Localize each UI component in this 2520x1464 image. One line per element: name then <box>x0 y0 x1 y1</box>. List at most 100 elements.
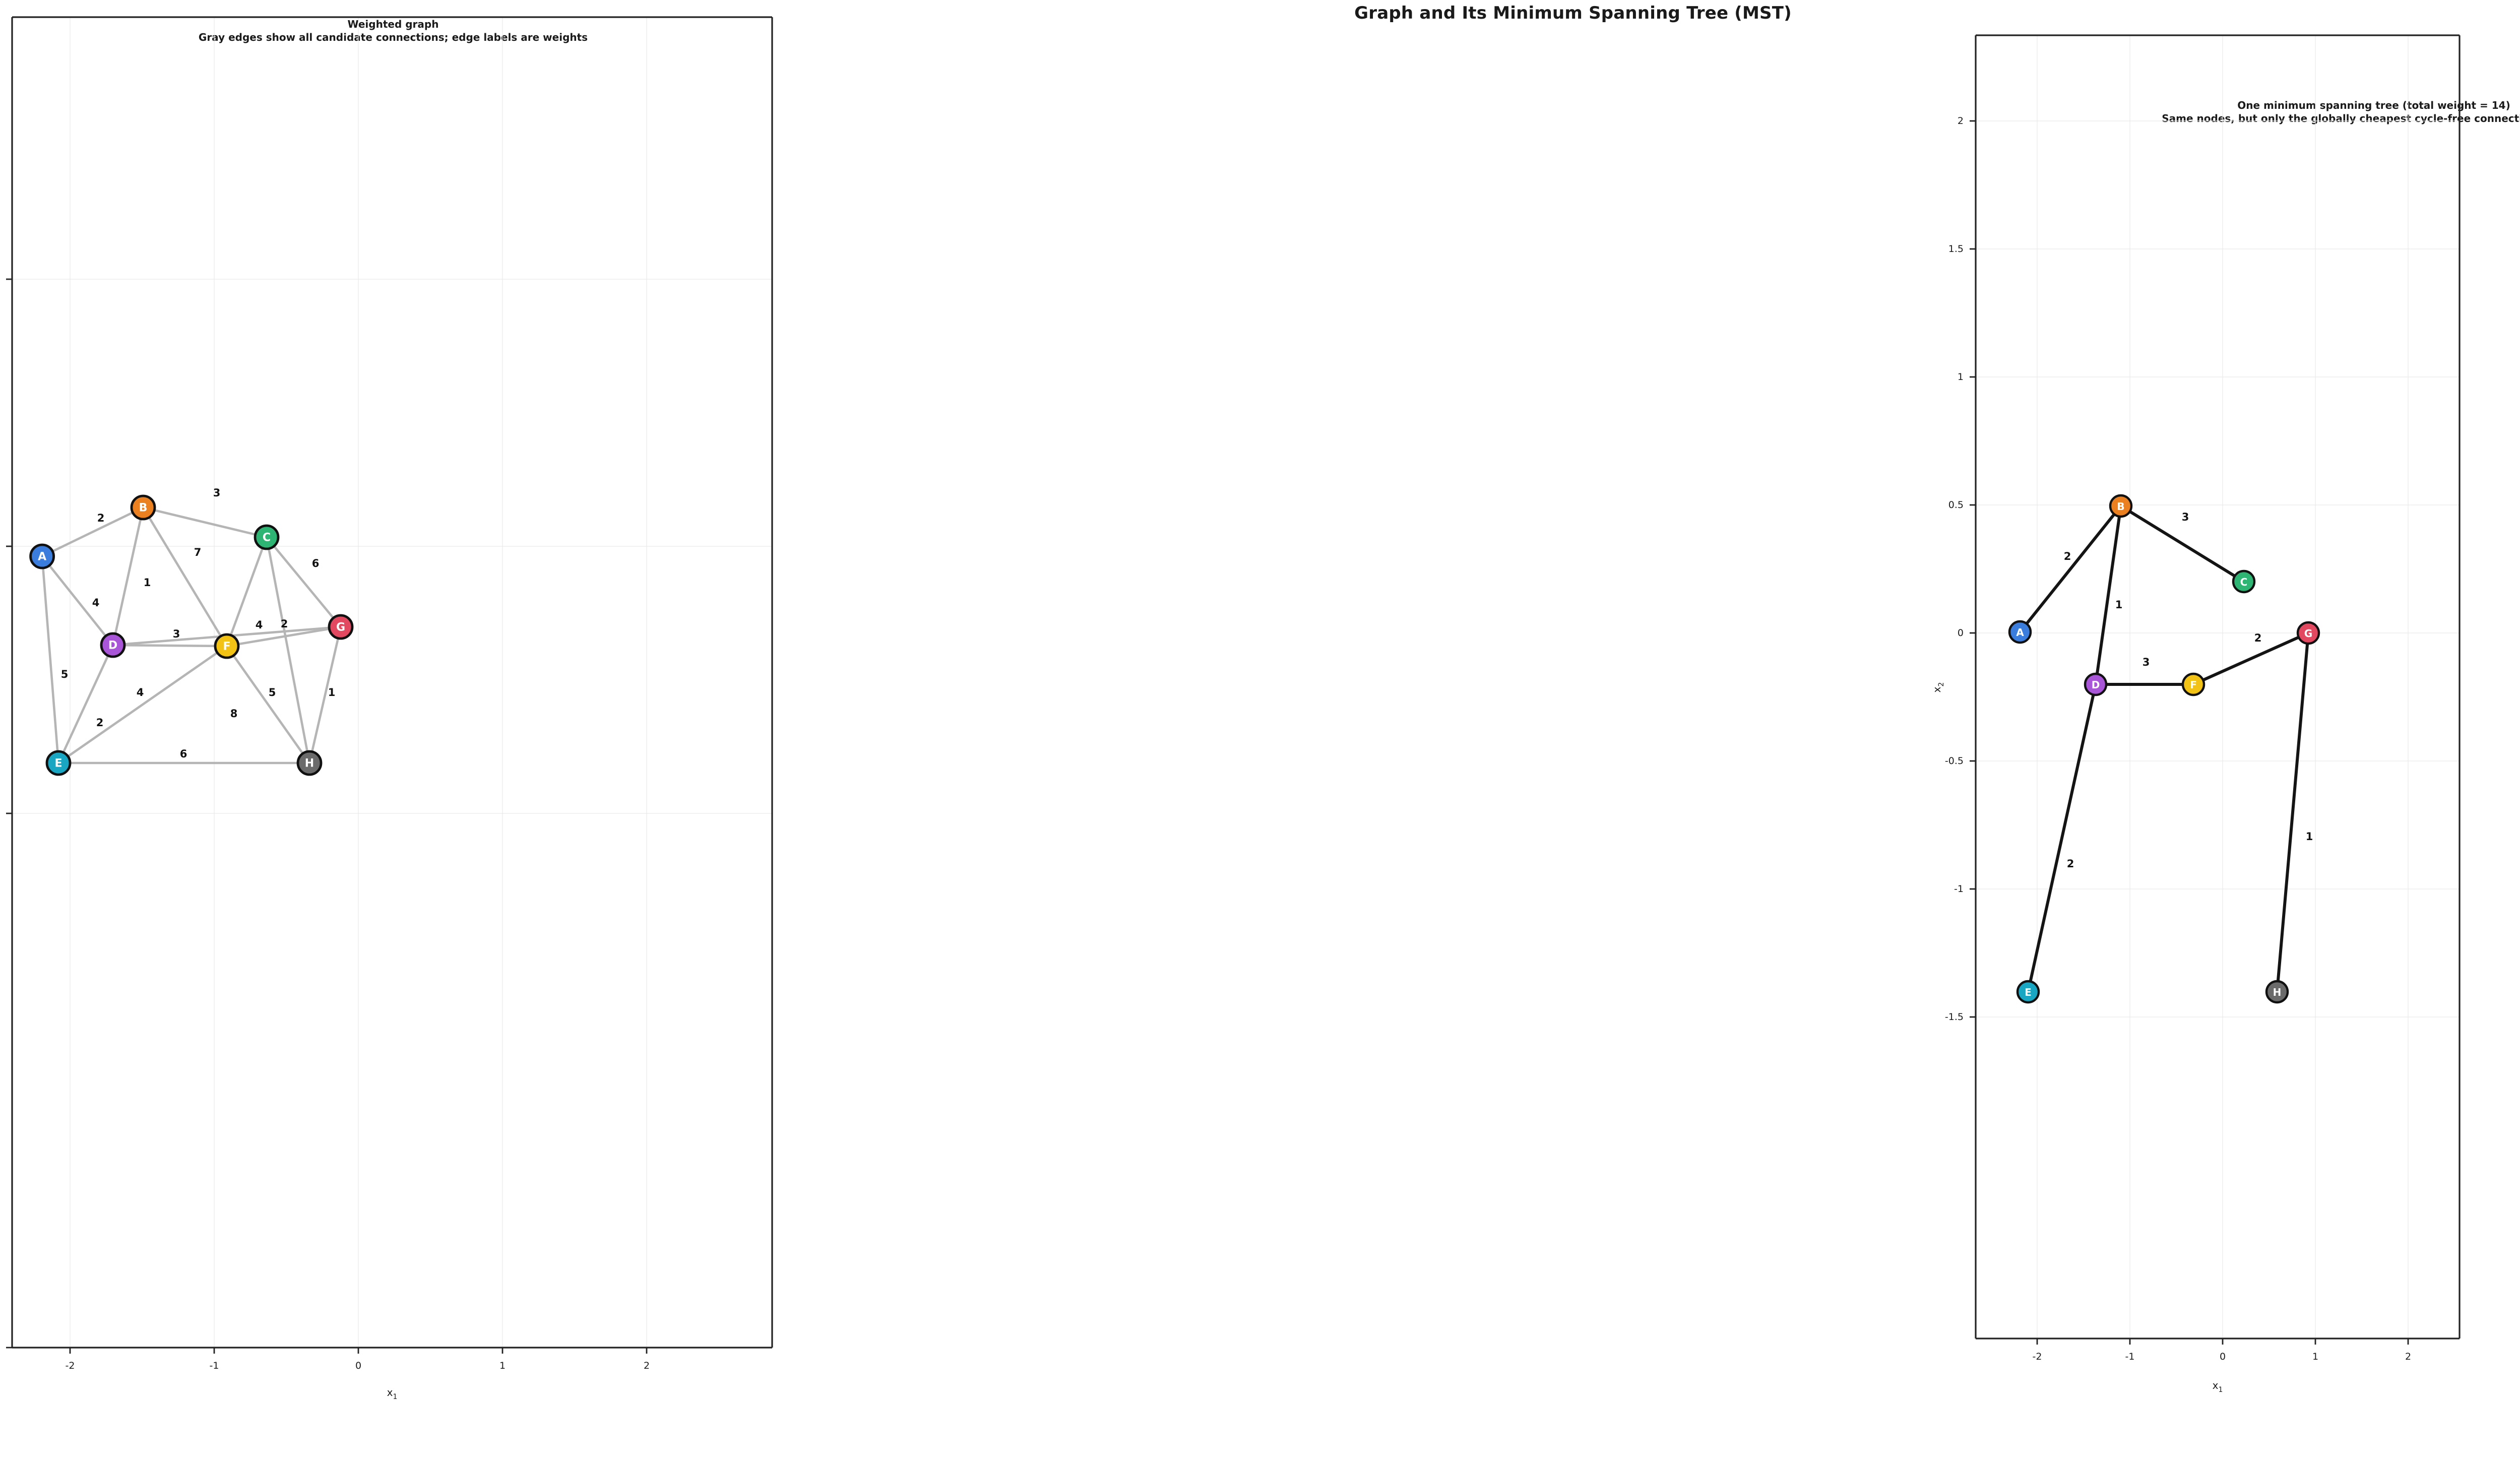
node-B[interactable]: B <box>130 494 156 521</box>
edge-B-F <box>142 506 228 648</box>
weight-A-B: 2 <box>97 512 105 524</box>
weight-D-F: 3 <box>173 628 180 640</box>
edge-F-H <box>225 645 311 765</box>
mst-node-D-label: D <box>2092 679 2100 691</box>
mst-edge-B-D <box>2094 504 2122 686</box>
edge-F-G <box>225 625 342 648</box>
edge-B-D <box>111 506 145 647</box>
node-E[interactable]: E <box>45 750 72 776</box>
right-panel-title-line1: One minimum spanning tree (total weight … <box>2237 99 2510 111</box>
right-xtick-label: -1 <box>2125 1351 2135 1362</box>
node-G[interactable]: G <box>328 614 354 640</box>
mst-node-G[interactable]: G <box>2296 621 2320 645</box>
left-xaxis-label: x1 <box>387 1386 398 1401</box>
left-graph-edges <box>41 506 342 765</box>
mst-edge-B-C <box>2119 504 2245 583</box>
mst-weight-D-F: 3 <box>2143 656 2150 668</box>
weight-E-H: 6 <box>180 748 187 760</box>
left-graph-nodes: A B C D E <box>29 494 354 776</box>
node-C[interactable]: C <box>254 524 280 550</box>
right-xaxis-label: x1 <box>2213 1379 2223 1394</box>
left-panel-title: Weighted graph Gray edges show all candi… <box>0 18 786 44</box>
weight-D-G: 2 <box>281 618 288 630</box>
panel-minimum-spanning-tree: One minimum spanning tree (total weight … <box>1562 0 2520 1464</box>
edge-A-E <box>41 555 60 765</box>
left-y-ticks: -2 0 1 2 <box>6 278 12 1349</box>
weight-F-H: 5 <box>269 686 276 698</box>
panel-weighted-graph: Weighted graph Gray edges show all candi… <box>0 16 786 1401</box>
left-weight-labels: 2 4 5 3 1 7 4 6 8 2 3 2 4 6 2 5 1 <box>61 487 336 760</box>
edge-E-F <box>57 645 228 765</box>
figure-suptitle: Graph and Its Minimum Spanning Tree (MST… <box>1354 3 1792 23</box>
right-mst-nodes: A B C D E <box>2008 494 2320 1004</box>
left-xtick-label: 2 <box>644 1360 650 1371</box>
weight-C-G: 6 <box>312 557 320 569</box>
weight-B-F: 7 <box>194 546 202 558</box>
weight-A-D: 4 <box>92 597 100 609</box>
left-panel-title-line2: Gray edges show all candidate connection… <box>198 31 588 43</box>
left-xtick-label: 0 <box>355 1360 361 1371</box>
edge-G-H <box>308 625 342 765</box>
node-B-label: B <box>139 502 148 515</box>
mst-node-E-label: E <box>2025 986 2032 998</box>
left-panel-title-line1: Weighted graph <box>347 18 439 30</box>
node-H[interactable]: H <box>296 750 323 776</box>
node-H-label: H <box>305 757 314 770</box>
mst-node-B[interactable]: B <box>2109 494 2133 518</box>
left-xtick-label: 1 <box>499 1360 506 1371</box>
mst-node-C[interactable]: C <box>2232 569 2256 594</box>
node-D[interactable]: D <box>100 632 126 658</box>
mst-weight-D-E: 2 <box>2067 858 2074 870</box>
mst-weight-A-B: 2 <box>2064 550 2071 562</box>
right-mst-edges <box>2019 504 2310 993</box>
left-xtick-label: -1 <box>210 1360 219 1371</box>
node-G-label: G <box>336 621 345 634</box>
mst-node-D[interactable]: D <box>2084 672 2108 696</box>
mst-weight-F-G: 2 <box>2254 632 2262 644</box>
weight-C-F: 4 <box>256 619 263 631</box>
node-C-label: C <box>263 532 271 544</box>
edge-A-B <box>41 506 145 558</box>
mst-edge-A-B <box>2019 504 2122 633</box>
edge-B-C <box>142 506 268 539</box>
right-xtick-label: -2 <box>2033 1351 2042 1362</box>
weight-E-F: 4 <box>137 686 144 698</box>
mst-weight-B-C: 3 <box>2182 511 2189 523</box>
left-xtick-label: -2 <box>66 1360 75 1371</box>
mst-node-H-label: H <box>2273 986 2282 998</box>
right-axis-spines <box>1975 34 2461 1340</box>
edge-A-D <box>41 555 114 647</box>
mst-weight-G-H: 1 <box>2306 831 2313 843</box>
weight-G-H: 1 <box>328 686 336 698</box>
mst-node-E[interactable]: E <box>2016 980 2040 1004</box>
node-F-label: F <box>223 641 230 653</box>
mst-node-H[interactable]: H <box>2265 980 2289 1004</box>
weight-C-H: 8 <box>230 708 238 720</box>
right-x-ticks: -2 -1 0 1 2 <box>2033 1339 2411 1362</box>
right-ytick-label: 0 <box>1958 627 1964 639</box>
right-xtick-label: 1 <box>2312 1351 2318 1362</box>
right-ytick-label: 1.5 <box>1948 243 1964 254</box>
right-ytick-label: -1.5 <box>1945 1011 1964 1023</box>
right-gridlines <box>1976 35 2460 1339</box>
mst-node-F[interactable]: F <box>2181 672 2206 696</box>
right-ytick-label: -0.5 <box>1945 755 1964 767</box>
mst-edge-G-H <box>2276 631 2310 993</box>
mst-edge-F-G <box>2192 631 2310 686</box>
left-gridlines <box>12 17 772 1348</box>
left-plot-svg: -2 0 1 2 -2 -1 0 1 2 <box>6 16 773 1401</box>
edge-D-F <box>111 644 228 648</box>
right-y-ticks: 2 1.5 1 0.5 0 -0.5 -1 -1.5 <box>1945 115 1976 1023</box>
left-axis-spines <box>11 16 773 1349</box>
mst-node-F-label: F <box>2190 679 2197 691</box>
edge-C-F <box>225 536 268 648</box>
mst-node-A[interactable]: A <box>2008 620 2032 644</box>
weight-A-E: 5 <box>61 668 69 680</box>
right-yaxis-label: x2 <box>1931 682 1945 693</box>
left-x-ticks: -2 -1 0 1 2 <box>66 1348 650 1371</box>
node-F[interactable]: F <box>214 633 240 659</box>
mst-edge-D-E <box>2027 683 2097 993</box>
node-A[interactable]: A <box>29 543 55 569</box>
mst-node-A-label: A <box>2016 626 2024 639</box>
